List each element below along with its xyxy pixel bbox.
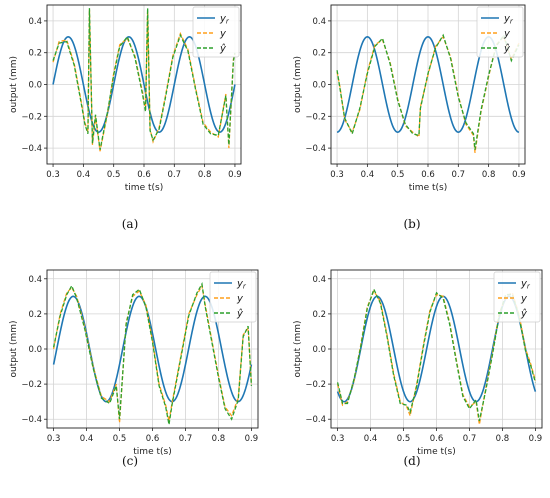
legend-label-subscript: r: [527, 283, 531, 291]
series-line-yhat: [52, 282, 253, 425]
x-tick-label: 0.3: [46, 170, 60, 180]
chart-panel: 0.3 0.4 0.5 0.6 0.7 0.8 0.9 −0.4 −0.2 0.0 0.2 0.4 ti…: [9, 269, 259, 468]
legend-label: y: [520, 294, 528, 305]
legend: yr yŷ: [209, 271, 257, 323]
x-tick-label: 0.3: [47, 434, 61, 444]
series-line-yhat: [52, 8, 236, 150]
x-tick-label: 0.7: [452, 170, 466, 180]
x-tick-label: 0.8: [212, 434, 226, 444]
legend-label-subscript: r: [226, 18, 230, 26]
legend-label: y: [236, 294, 244, 305]
x-tick-label: 0.5: [113, 434, 127, 444]
y-tick-label: −0.2: [305, 112, 326, 122]
x-axis-label: time t(s): [409, 183, 447, 193]
x-tick-label: 0.8: [198, 170, 212, 180]
legend-label: ŷ: [236, 308, 244, 320]
x-tick-label: 0.4: [80, 434, 94, 444]
y-axis-label: output (mm): [9, 56, 19, 113]
y-tick-label: 0.4: [312, 17, 326, 27]
legend-label-subscript: r: [510, 18, 514, 26]
panel-caption: (b): [403, 217, 420, 231]
x-tick-label: 0.5: [107, 170, 121, 180]
y-tick-label: −0.4: [305, 415, 326, 425]
x-tick-label: 0.6: [146, 434, 160, 444]
x-axis-label: time t(s): [417, 447, 455, 457]
x-tick-label: 0.8: [482, 170, 496, 180]
x-tick-label: 0.4: [364, 434, 378, 444]
x-tick-label: 0.7: [168, 170, 182, 180]
chart-panel: 0.3 0.4 0.5 0.6 0.7 0.8 0.9 −0.4 −0.2 0.0 0.2 0.4 ti…: [293, 269, 543, 468]
legend-box: [476, 6, 524, 58]
x-tick-label: 0.5: [391, 170, 405, 180]
legend-label: ŷ: [520, 308, 528, 320]
y-tick-label: −0.2: [305, 380, 326, 390]
y-tick-label: 0.0: [28, 345, 42, 355]
x-tick-label: 0.4: [361, 170, 375, 180]
legend-box: [493, 271, 541, 323]
legend-label: y: [503, 29, 511, 40]
y-tick-label: 0.4: [28, 17, 42, 27]
x-tick-label: 0.6: [421, 170, 435, 180]
panel-caption: (c): [122, 454, 138, 468]
y-tick-label: 0.4: [312, 275, 326, 285]
series-line-y: [52, 9, 236, 152]
x-axis-label: time t(s): [133, 447, 171, 457]
y-tick-label: 0.2: [28, 49, 42, 59]
y-tick-label: −0.4: [305, 144, 326, 154]
legend-label: yr: [520, 279, 531, 291]
legend-label: ŷ: [219, 43, 227, 55]
legend-label: yr: [503, 14, 514, 26]
legend-label: yr: [236, 279, 247, 291]
series-line-y_r: [52, 35, 236, 134]
y-tick-label: 0.0: [28, 81, 42, 91]
y-tick-label: −0.4: [21, 415, 42, 425]
x-tick-label: 0.9: [529, 434, 543, 444]
x-tick-label: 0.6: [430, 434, 444, 444]
y-tick-label: 0.0: [312, 345, 326, 355]
x-tick-label: 0.6: [137, 170, 151, 180]
y-tick-label: −0.4: [21, 144, 42, 154]
panel-caption: (a): [122, 217, 139, 231]
legend-label: y: [219, 29, 227, 40]
y-tick-label: 0.0: [312, 81, 326, 91]
y-tick-label: 0.2: [28, 310, 42, 320]
x-tick-label: 0.3: [331, 434, 345, 444]
x-tick-label: 0.4: [77, 170, 91, 180]
chart-panel: 0.3 0.4 0.5 0.6 0.7 0.8 0.9 −0.4 −0.2 0.0 0.2 0.4 ti…: [9, 4, 242, 231]
y-axis-label: output (mm): [9, 320, 19, 377]
x-tick-label: 0.9: [512, 170, 526, 180]
y-axis-label: output (mm): [293, 56, 303, 113]
y-tick-label: −0.2: [21, 380, 42, 390]
legend-box: [209, 271, 257, 323]
y-tick-label: 0.4: [28, 275, 42, 285]
legend-label: yr: [219, 14, 230, 26]
legend: yr yŷ: [476, 6, 524, 58]
legend-box: [192, 6, 240, 58]
y-tick-label: 0.2: [312, 49, 326, 59]
legend: yr yŷ: [493, 271, 541, 323]
x-tick-label: 0.7: [179, 434, 193, 444]
x-tick-label: 0.7: [463, 434, 477, 444]
series-line-y_r: [52, 295, 253, 403]
chart-panel: 0.3 0.4 0.5 0.6 0.7 0.8 0.9 −0.4 −0.2 0.0 0.2 0.4 ti…: [293, 4, 526, 231]
legend: yr yŷ: [192, 6, 240, 58]
x-tick-label: 0.9: [228, 170, 242, 180]
panel-caption: (d): [403, 454, 420, 468]
x-tick-label: 0.5: [397, 434, 411, 444]
legend-label: ŷ: [503, 43, 511, 55]
y-axis-label: output (mm): [293, 320, 303, 377]
y-tick-label: 0.2: [312, 310, 326, 320]
series-line-yhat: [336, 33, 520, 150]
x-tick-label: 0.9: [245, 434, 259, 444]
legend-label-subscript: r: [243, 283, 247, 291]
x-axis-label: time t(s): [125, 183, 163, 193]
x-tick-label: 0.3: [330, 170, 344, 180]
x-tick-label: 0.8: [496, 434, 510, 444]
y-tick-label: −0.2: [21, 112, 42, 122]
